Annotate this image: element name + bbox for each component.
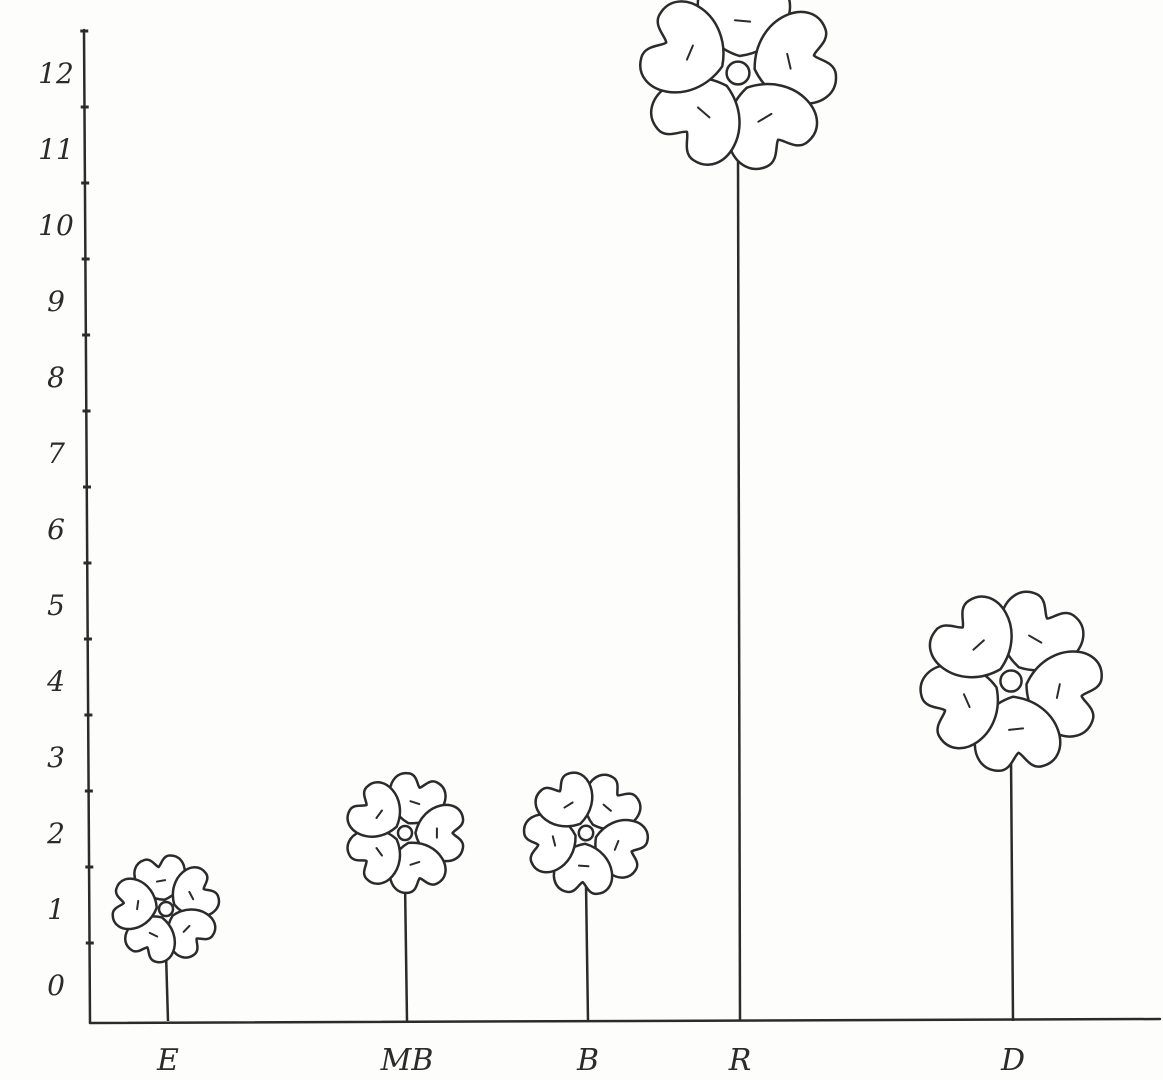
petal-mark xyxy=(577,864,590,868)
flower-petal xyxy=(534,771,594,828)
y-tick-label: 11 xyxy=(38,133,74,166)
axes xyxy=(82,28,1162,1025)
flower-center xyxy=(577,824,595,842)
flower-center xyxy=(157,900,175,918)
y-tick-label: 7 xyxy=(47,437,65,470)
flower-petal xyxy=(639,0,725,94)
flower-bar-d xyxy=(919,590,1103,1022)
petal-mark xyxy=(613,839,620,851)
flower-bar-r xyxy=(639,0,838,1022)
petal-mark xyxy=(972,639,985,651)
flower-petal xyxy=(919,662,1000,750)
flower-petal xyxy=(753,10,838,105)
flower-petal xyxy=(998,590,1085,672)
x-category-label: MB xyxy=(380,1043,434,1078)
y-tick-label: 10 xyxy=(38,209,74,242)
petal-mark xyxy=(188,890,195,901)
flower-petal xyxy=(522,813,577,874)
petal-mark xyxy=(602,803,612,812)
petal-mark xyxy=(685,44,694,61)
x-axis-labels: E MB B R D xyxy=(156,1043,1025,1078)
flower-petal xyxy=(346,828,402,885)
petal-mark xyxy=(551,835,557,847)
flower-bar-b xyxy=(522,771,649,1022)
petal-mark xyxy=(155,879,167,883)
petal-mark xyxy=(563,801,574,809)
x-category-label: D xyxy=(1000,1043,1025,1078)
flower-stem xyxy=(584,883,590,1022)
y-tick-label: 12 xyxy=(38,57,74,90)
flower-petal xyxy=(583,773,642,831)
flower-petal xyxy=(928,595,1013,679)
flower-stem xyxy=(403,882,409,1022)
petal-mark xyxy=(696,106,711,119)
y-tick-label: 9 xyxy=(47,285,65,318)
x-axis-line xyxy=(88,1017,1162,1025)
x-category-label: E xyxy=(156,1043,179,1078)
petal-mark xyxy=(1028,634,1043,644)
flower-stem xyxy=(164,953,170,1022)
y-tick-label: 6 xyxy=(47,513,65,546)
y-tick-label: 3 xyxy=(47,741,65,774)
petal-mark xyxy=(375,846,383,857)
petal-mark xyxy=(148,931,159,938)
flower-bar-mb xyxy=(346,772,465,1022)
flower-center xyxy=(725,60,751,86)
petal-mark xyxy=(409,860,421,866)
flower-center xyxy=(999,669,1023,693)
flower-petal xyxy=(171,866,221,918)
flower-bars xyxy=(111,0,1103,1022)
petal-mark xyxy=(375,809,383,820)
flower-petal xyxy=(725,82,819,170)
flower-bar-e xyxy=(111,854,221,1022)
petal-mark xyxy=(757,112,773,123)
petal-mark xyxy=(733,19,752,23)
petal-mark xyxy=(786,52,792,70)
flower-stem xyxy=(1009,755,1015,1022)
petal-mark xyxy=(1055,683,1061,699)
flower-petal xyxy=(166,908,217,959)
y-axis-line xyxy=(82,28,92,1025)
y-tick-label: 2 xyxy=(46,817,65,850)
flower-stem xyxy=(736,153,742,1022)
flower-petal xyxy=(111,877,158,931)
petal-mark xyxy=(136,899,140,911)
flower-petal xyxy=(346,781,402,838)
petal-mark xyxy=(1008,727,1025,731)
y-tick-label: 5 xyxy=(47,589,65,622)
petal-mark xyxy=(182,924,191,933)
petal-mark xyxy=(962,693,971,709)
flower-center xyxy=(396,824,414,842)
x-category-label: R xyxy=(728,1043,752,1078)
y-tick-label: 8 xyxy=(47,361,65,394)
x-category-label: B xyxy=(576,1043,599,1078)
y-tick-label: 0 xyxy=(47,969,65,1002)
flower-petal xyxy=(388,841,447,894)
petal-mark xyxy=(409,800,421,806)
y-tick-label: 4 xyxy=(46,665,65,698)
flower-petal xyxy=(650,76,741,166)
y-tick-label: 1 xyxy=(47,893,65,926)
